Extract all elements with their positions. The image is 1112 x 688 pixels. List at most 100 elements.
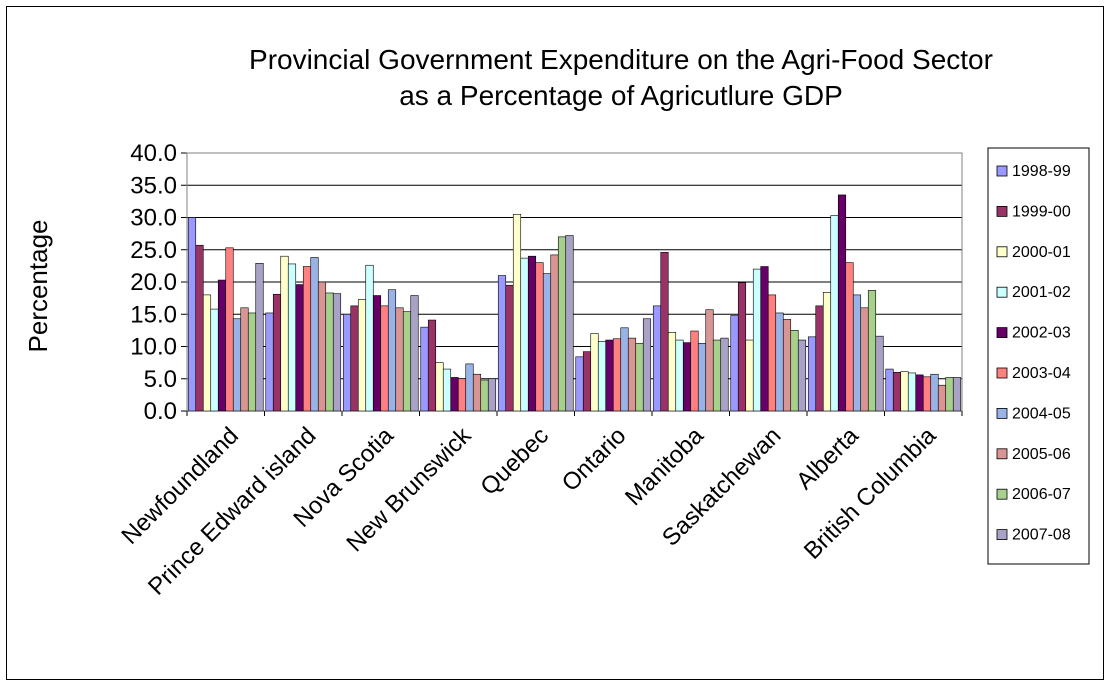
y-tick-label: 25.0 (130, 237, 177, 264)
bar (590, 333, 599, 412)
bar (232, 318, 242, 412)
bar (860, 307, 869, 412)
x-tick-label: Quebec (475, 422, 554, 501)
bar (395, 307, 404, 412)
y-tick-label: 15.0 (130, 301, 177, 328)
bar (852, 294, 862, 412)
legend-swatch (996, 529, 1008, 540)
bar (217, 279, 227, 412)
bar (210, 308, 219, 412)
bar (287, 263, 297, 412)
bar (265, 312, 274, 412)
bar (247, 312, 257, 412)
bar (752, 268, 762, 412)
bar (225, 247, 234, 412)
legend-entry: 2000-01 (1012, 244, 1071, 261)
bar (797, 339, 807, 412)
legend-entry: 2002-03 (1012, 325, 1071, 342)
bar (730, 315, 739, 412)
bar (930, 373, 939, 412)
bar (807, 336, 817, 412)
legend-swatch (996, 448, 1008, 460)
bar (457, 378, 467, 412)
bar (187, 217, 197, 412)
legend-entry: 2003-04 (1012, 365, 1071, 382)
bar (922, 376, 932, 412)
bar (342, 313, 352, 412)
y-tick-label: 5.0 (144, 366, 177, 393)
legend-swatch (996, 367, 1008, 379)
bar (302, 266, 312, 412)
bar (295, 284, 304, 412)
bar (410, 295, 419, 412)
y-tick-label: 10.0 (130, 334, 177, 361)
bar (380, 305, 389, 412)
chart-title: Provincial Government Expenditure on the… (249, 44, 993, 75)
bar (310, 257, 319, 412)
chart-canvas: Provincial Government Expenditure on the… (23, 44, 1090, 601)
bar (782, 319, 792, 412)
bar (660, 252, 669, 412)
bar (682, 342, 692, 412)
bar (512, 213, 522, 412)
bar (372, 295, 382, 412)
legend-swatch (996, 205, 1008, 217)
bar (435, 362, 444, 412)
bar (627, 337, 637, 412)
bar (612, 338, 622, 412)
bar (605, 339, 614, 412)
bar (867, 290, 877, 412)
bar (272, 293, 282, 412)
y-tick-label: 20.0 (130, 269, 177, 296)
legend-entry: 2005-06 (1012, 446, 1071, 463)
legend-entry: 2007-08 (1012, 527, 1071, 544)
bar (720, 337, 729, 412)
bar (697, 342, 707, 412)
y-tick-label: 30.0 (130, 205, 177, 232)
bar (565, 235, 574, 412)
bar (845, 262, 854, 412)
legend-swatch (996, 327, 1008, 339)
bar (575, 356, 584, 412)
bar (837, 194, 847, 412)
bar (830, 215, 839, 412)
y-axis-label: Percentage (23, 220, 53, 353)
y-tick-label: 35.0 (130, 172, 177, 199)
bar (427, 319, 437, 412)
bar (325, 292, 334, 412)
bar (775, 312, 784, 412)
bar (497, 275, 507, 412)
bar (420, 326, 429, 412)
bar (885, 368, 894, 412)
bar (705, 309, 714, 412)
bar (635, 342, 644, 412)
bar (952, 377, 962, 412)
bar (875, 335, 884, 412)
bar (317, 281, 327, 412)
bar (550, 254, 559, 412)
bar (357, 299, 367, 412)
bar (195, 244, 204, 412)
legend-entry: 1998-99 (1012, 163, 1071, 180)
legend-swatch (996, 407, 1008, 419)
bar (535, 262, 544, 412)
bar (822, 292, 832, 412)
bar (582, 351, 592, 412)
chart-frame: Provincial Government Expenditure on the… (6, 6, 1104, 680)
bar (255, 262, 264, 412)
bar (280, 255, 289, 412)
bar (900, 371, 909, 412)
legend-swatch (996, 286, 1008, 298)
bar (487, 378, 497, 412)
legend-entry: 2001-02 (1012, 284, 1071, 301)
legend-swatch (996, 246, 1008, 258)
bar (240, 307, 249, 412)
bar (907, 372, 917, 412)
bar (442, 368, 452, 412)
bar (450, 377, 459, 412)
legend-entry: 1999-00 (1012, 203, 1071, 220)
bar (505, 284, 514, 412)
bar (675, 339, 684, 412)
bar (790, 330, 799, 412)
bar (737, 282, 747, 412)
